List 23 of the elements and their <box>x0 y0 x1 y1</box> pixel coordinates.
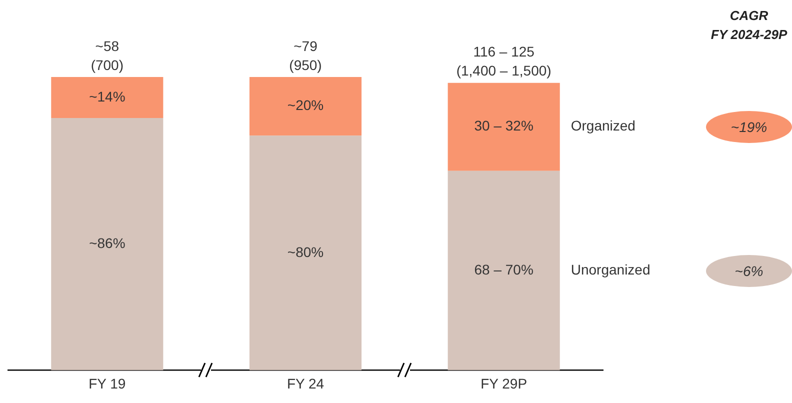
bar <box>448 82 560 171</box>
series-label: Unorganized <box>570 261 650 278</box>
data-label: ~20% <box>287 97 324 114</box>
series-label: Organized <box>570 118 636 134</box>
oval-badge: ~19% <box>706 110 792 143</box>
total-label: 116 – 125 (1,400 – 1,500) <box>456 44 552 79</box>
data-label: 68 – 70% <box>474 261 534 278</box>
total-label: ~58 (700) <box>90 38 124 73</box>
bar <box>448 170 560 370</box>
x-tick-label: FY 29P <box>480 375 528 392</box>
bar <box>51 77 164 118</box>
x-tick-label: FY 24 <box>286 375 324 392</box>
total-label: ~79 (950) <box>289 38 322 73</box>
bar <box>249 136 362 370</box>
bar <box>51 118 164 370</box>
data-label: ~80% <box>287 244 324 260</box>
x-tick-label: FY 19 <box>88 375 126 392</box>
data-label: ~14% <box>89 88 126 104</box>
text: CAGR FY 2024-29P <box>710 7 788 44</box>
data-label: ~86% <box>89 234 126 251</box>
bar <box>249 77 362 136</box>
data-label: 30 – 32% <box>474 118 534 134</box>
oval-badge: ~6% <box>706 254 792 286</box>
